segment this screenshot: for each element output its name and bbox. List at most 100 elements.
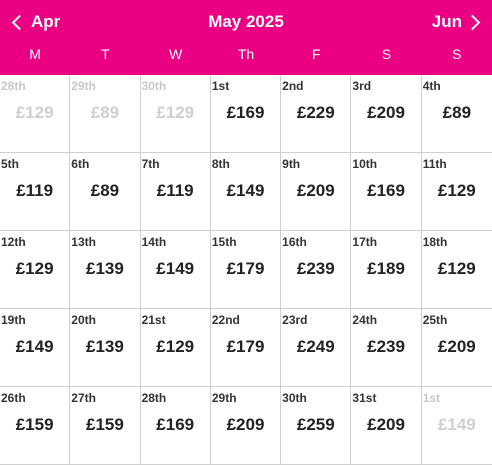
day-price: £149 (226, 181, 265, 200)
day-price: £209 (296, 181, 335, 200)
day-price: £169 (367, 181, 405, 200)
day-price: £179 (226, 337, 265, 356)
day-date: 20th (71, 313, 96, 327)
day-date: 12th (1, 235, 26, 249)
day-cell[interactable]: 18th £129 (421, 231, 492, 309)
day-cell[interactable]: 7th £119 (140, 153, 211, 231)
day-date: 18th (422, 235, 448, 249)
day-price: £89 (90, 181, 120, 200)
day-price: £149 (437, 415, 476, 434)
month-title-container: May 2025 (0, 0, 492, 44)
day-price: £129 (437, 259, 476, 278)
day-price: £119 (156, 181, 194, 200)
day-cell[interactable]: 2nd £229 (281, 75, 352, 153)
day-date: 24th (352, 313, 378, 327)
day-price: £139 (86, 337, 124, 356)
day-date: 26th (1, 391, 26, 405)
day-price: £149 (15, 337, 54, 356)
weekday-label: W (169, 46, 183, 62)
day-cell[interactable]: 1st £149 (421, 387, 492, 465)
day-cell[interactable]: 17th £189 (351, 231, 422, 309)
day-date: 28th (141, 391, 167, 405)
day-cell[interactable]: 5th £119 (0, 153, 71, 231)
day-date: 4th (422, 79, 441, 93)
day-cell[interactable]: 28th £169 (140, 387, 211, 465)
day-cell[interactable]: 22nd £179 (210, 309, 282, 387)
day-date: 31st (352, 391, 377, 405)
day-price: £249 (296, 337, 335, 356)
day-cell[interactable]: 29th £209 (210, 387, 282, 465)
day-cell[interactable]: 24th £239 (351, 309, 422, 387)
day-price: £129 (156, 337, 195, 356)
weekday-label: S (452, 46, 462, 62)
day-date: 9th (282, 157, 301, 171)
day-price: £209 (226, 415, 265, 434)
weekday-header: M T W Th F S S (0, 44, 492, 65)
day-cell[interactable]: 9th £209 (281, 153, 352, 231)
day-cell[interactable]: 3rd £209 (351, 75, 422, 153)
day-date: 22nd (211, 313, 240, 327)
day-date: 28th (1, 79, 26, 93)
day-cell[interactable]: 30th £129 (140, 75, 211, 153)
day-cell[interactable]: 30th £259 (281, 387, 352, 465)
day-price: £159 (15, 415, 54, 434)
next-month-button[interactable]: Jun (432, 0, 482, 44)
day-cell[interactable]: 19th £149 (0, 309, 71, 387)
day-price: £169 (226, 103, 265, 122)
day-date: 19th (1, 313, 26, 327)
weekday-label: Th (237, 46, 255, 62)
day-price: £239 (296, 259, 335, 278)
day-price: £179 (226, 259, 265, 278)
day-price: £189 (367, 259, 405, 278)
day-cell[interactable]: 31st £209 (351, 387, 422, 465)
day-cell[interactable]: 23rd £249 (281, 309, 352, 387)
prev-month-button[interactable]: Apr (10, 0, 60, 44)
day-price: £229 (296, 103, 335, 122)
day-price: £89 (442, 103, 472, 122)
day-cell[interactable]: 13th £139 (70, 231, 141, 309)
day-date: 7th (141, 157, 160, 171)
day-price: £149 (156, 259, 195, 278)
day-cell[interactable]: 26th £159 (0, 387, 71, 465)
day-price: £89 (90, 103, 120, 122)
day-date: 10th (352, 157, 378, 171)
calendar-header: Apr May 2025 Jun M T W Th F S S (0, 0, 492, 75)
day-date: 2nd (282, 79, 304, 93)
day-price: £209 (367, 103, 405, 122)
day-date: 11th (422, 157, 447, 171)
weekday-label: F (312, 46, 321, 62)
weekday-label: T (101, 46, 110, 62)
day-date: 5th (1, 157, 19, 171)
month-title: May 2025 (208, 12, 284, 31)
day-date: 30th (282, 391, 307, 405)
day-cell[interactable]: 21st £129 (140, 309, 211, 387)
day-cell[interactable]: 28th £129 (0, 75, 71, 153)
day-cell[interactable]: 29th £89 (70, 75, 141, 153)
day-cell[interactable]: 4th £89 (421, 75, 492, 153)
day-date: 27th (71, 391, 96, 405)
day-cell[interactable]: 25th £209 (421, 309, 492, 387)
day-date: 1st (422, 391, 441, 405)
day-price: £159 (86, 415, 124, 434)
day-cell[interactable]: 6th £89 (70, 153, 141, 231)
day-date: 15th (211, 235, 237, 249)
day-cell[interactable]: 12th £129 (0, 231, 71, 309)
day-date: 6th (71, 157, 90, 171)
day-date: 25th (422, 313, 448, 327)
day-date: 14th (141, 235, 167, 249)
day-cell[interactable]: 27th £159 (70, 387, 141, 465)
day-date: 23rd (282, 313, 308, 327)
day-cell[interactable]: 8th £149 (210, 153, 282, 231)
day-cell[interactable]: 16th £239 (281, 231, 352, 309)
day-cell[interactable]: 15th £179 (210, 231, 282, 309)
day-cell[interactable]: 1st £169 (210, 75, 282, 153)
day-cell[interactable]: 14th £149 (140, 231, 211, 309)
day-cell[interactable]: 20th £139 (70, 309, 141, 387)
day-date: 16th (282, 235, 307, 249)
day-cell[interactable]: 11th £129 (421, 153, 492, 231)
day-cell[interactable]: 10th £169 (351, 153, 422, 231)
day-grid: 28th £129 29th £89 30th £129 1st £169 2nd £229 3rd… (0, 75, 492, 465)
day-date: 29th (211, 391, 237, 405)
day-date: 3rd (352, 79, 372, 93)
